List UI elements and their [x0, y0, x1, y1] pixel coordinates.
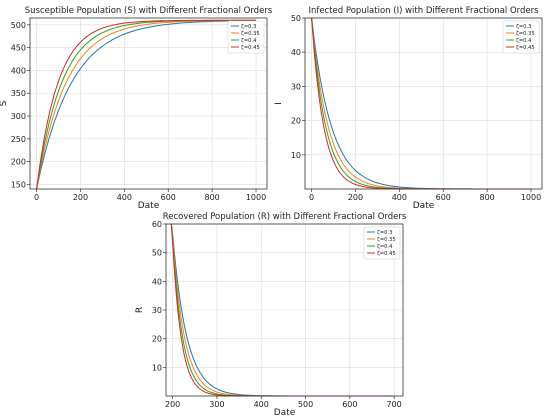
x-axis-label: Date: [274, 408, 296, 418]
y-tick-label: 40: [152, 277, 162, 286]
y-tick-label: 200: [11, 158, 26, 167]
legend-label: ζ=0.45: [516, 45, 535, 51]
chart-title: Susceptible Population (S) with Differen…: [25, 6, 273, 16]
legend-label: ζ=0.35: [516, 31, 535, 37]
x-tick-label: 200: [165, 400, 180, 409]
y-tick-label: 250: [11, 135, 26, 144]
y-tick-label: 60: [152, 220, 162, 229]
legend-label: ζ=0.4: [516, 38, 532, 44]
infected-chart: Infected Population (I) with Different F…: [274, 6, 543, 211]
chart-title: Recovered Population (R) with Different …: [163, 212, 407, 222]
y-tick-label: 10: [152, 363, 162, 372]
x-tick-label: 800: [204, 193, 219, 202]
legend-box: [502, 20, 540, 54]
x-tick-label: 500: [298, 400, 313, 409]
x-tick-label: 400: [254, 400, 269, 409]
series-line-1: [36, 19, 256, 190]
legend-label: ζ=0.4: [377, 244, 393, 250]
chart-title: Infected Population (I) with Different F…: [308, 6, 539, 16]
x-tick-label: 200: [348, 193, 363, 202]
x-tick-label: 400: [392, 193, 407, 202]
x-tick-label: 1000: [521, 193, 541, 202]
legend-label: ζ=0.35: [377, 237, 396, 243]
x-axis-label: Date: [138, 201, 160, 211]
legend: ζ=0.3ζ=0.35ζ=0.4ζ=0.45: [227, 20, 265, 54]
y-axis-label: I: [274, 102, 284, 105]
y-tick-label: 40: [291, 48, 301, 57]
legend-label: ζ=0.3: [241, 24, 256, 30]
plot-frame: [29, 17, 268, 190]
y-tick-label: 30: [152, 306, 162, 315]
series-line-1: [311, 17, 531, 190]
x-tick-label: 700: [386, 400, 401, 409]
legend-label: ζ=0.3: [516, 24, 531, 30]
y-tick-label: 300: [11, 112, 26, 121]
legend-box: [363, 226, 401, 260]
x-tick-label: 300: [209, 400, 224, 409]
legend-label: ζ=0.35: [241, 31, 260, 37]
y-tick-label: 350: [11, 89, 26, 98]
series-line-3: [36, 19, 256, 190]
plot-frame: [304, 17, 543, 190]
legend-label: ζ=0.4: [241, 38, 257, 44]
y-tick-label: 10: [291, 151, 301, 160]
series-line-3: [311, 17, 531, 190]
recovered-chart: Recovered Population (R) with Different …: [135, 212, 407, 418]
legend-label: ζ=0.45: [241, 45, 260, 51]
x-tick-label: 600: [342, 400, 357, 409]
legend: ζ=0.3ζ=0.35ζ=0.4ζ=0.45: [363, 226, 401, 260]
y-tick-label: 20: [152, 335, 162, 344]
y-tick-label: 50: [291, 14, 301, 23]
x-tick-label: 0: [34, 193, 39, 202]
x-tick-label: 200: [73, 193, 88, 202]
y-tick-label: 500: [11, 21, 26, 30]
x-tick-label: 600: [436, 193, 451, 202]
y-tick-label: 50: [152, 249, 162, 258]
series-line-0: [36, 20, 256, 190]
legend: ζ=0.3ζ=0.35ζ=0.4ζ=0.45: [502, 20, 540, 54]
y-tick-label: 400: [11, 66, 26, 75]
y-axis-label: S: [0, 100, 9, 106]
x-tick-label: 0: [309, 193, 314, 202]
y-tick-label: 450: [11, 44, 26, 53]
x-tick-label: 800: [479, 193, 494, 202]
series-line-2: [311, 17, 531, 190]
series-line-2: [36, 19, 256, 190]
x-tick-label: 1000: [246, 193, 266, 202]
y-tick-label: 150: [11, 180, 26, 189]
y-tick-label: 20: [291, 117, 301, 126]
x-axis-label: Date: [413, 201, 435, 211]
y-axis-label: R: [135, 307, 145, 313]
legend-label: ζ=0.45: [377, 251, 396, 257]
series-line-0: [311, 17, 531, 190]
legend-label: ζ=0.3: [377, 230, 392, 236]
legend-box: [227, 20, 265, 54]
y-tick-label: 30: [291, 82, 301, 91]
x-tick-label: 600: [161, 193, 176, 202]
x-tick-label: 400: [117, 193, 132, 202]
susceptible-chart: Susceptible Population (S) with Differen…: [0, 6, 273, 211]
